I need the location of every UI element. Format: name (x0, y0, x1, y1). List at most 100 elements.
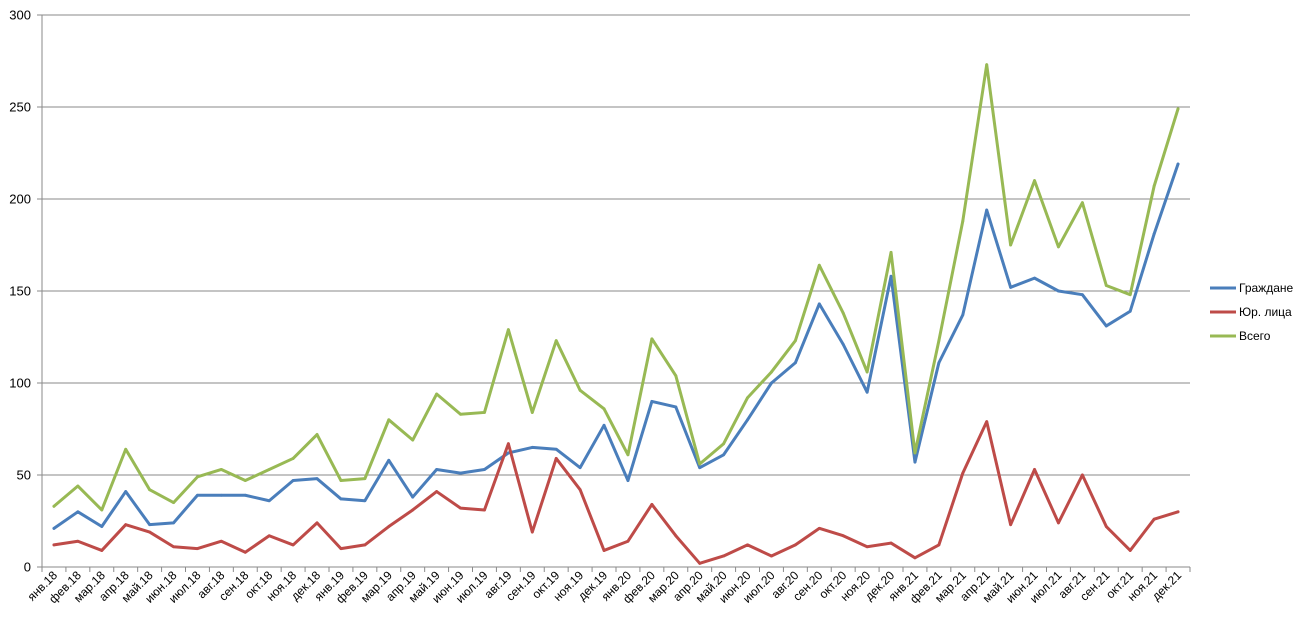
data-point (865, 545, 869, 549)
data-point (793, 361, 797, 365)
data-point (674, 534, 678, 538)
data-point (937, 361, 941, 365)
series-line-0 (52, 162, 1180, 530)
data-point (602, 423, 606, 427)
data-point (124, 447, 128, 451)
data-point (315, 521, 319, 525)
data-point (578, 488, 582, 492)
data-point (483, 411, 486, 414)
data-point (124, 523, 128, 527)
data-point (698, 466, 702, 470)
data-point (243, 550, 247, 554)
data-point (387, 525, 391, 528)
data-point (243, 493, 247, 497)
data-point (267, 534, 271, 538)
data-point (1057, 289, 1060, 293)
data-point (1033, 468, 1036, 471)
data-point (817, 263, 821, 267)
data-point (530, 446, 534, 449)
data-point (913, 556, 917, 560)
data-point (76, 539, 80, 543)
data-point (1009, 243, 1013, 247)
data-point (76, 510, 80, 514)
data-point (841, 534, 845, 538)
data-point (1128, 549, 1132, 552)
data-point (435, 490, 439, 493)
data-point (291, 479, 295, 482)
y-tick-label: 250 (9, 100, 31, 115)
data-point (1152, 232, 1156, 236)
data-point (1009, 285, 1013, 289)
legend-label: Граждане (1239, 281, 1294, 295)
data-point (578, 466, 582, 470)
data-point (291, 543, 295, 547)
data-point (698, 462, 702, 466)
legend-label: Юр. лица (1239, 305, 1292, 319)
data-point (1080, 293, 1084, 297)
data-point (650, 503, 654, 506)
data-point (578, 388, 582, 392)
data-point (196, 493, 199, 497)
data-point (196, 475, 199, 479)
data-point (961, 219, 965, 223)
data-point (435, 468, 439, 471)
data-point (1057, 245, 1060, 249)
data-point (530, 530, 534, 534)
data-point (1033, 179, 1036, 183)
data-point (913, 460, 917, 464)
axes (37, 14, 1191, 572)
data-point (1152, 184, 1156, 188)
data-point (865, 390, 869, 394)
series-line-2 (52, 63, 1180, 512)
data-point (674, 374, 678, 378)
data-point (435, 392, 439, 396)
data-point (1080, 201, 1084, 205)
data-point (1176, 162, 1180, 166)
data-point (52, 543, 56, 547)
data-point (770, 554, 773, 558)
data-point (650, 400, 654, 403)
y-tick-label: 200 (9, 192, 31, 207)
data-point (315, 477, 319, 481)
legend-label: Всего (1239, 329, 1271, 343)
data-point (363, 499, 367, 503)
data-point (506, 442, 510, 446)
data-point (889, 274, 893, 278)
data-point (985, 208, 989, 212)
data-point (196, 547, 199, 550)
data-point (626, 479, 630, 482)
data-point (219, 539, 223, 543)
data-point (52, 526, 56, 530)
data-point (100, 508, 104, 512)
data-point (363, 543, 367, 547)
data-point (1104, 525, 1108, 528)
data-point (1128, 293, 1132, 297)
data-point (1128, 309, 1132, 313)
data-point (554, 339, 558, 343)
data-point (817, 302, 821, 306)
data-point (459, 471, 462, 475)
data-point (530, 411, 534, 414)
data-point (1009, 523, 1013, 527)
data-point (889, 250, 893, 254)
data-point (76, 484, 80, 488)
data-point (1080, 473, 1084, 477)
data-point (1057, 521, 1060, 525)
data-point (291, 457, 295, 460)
data-point (506, 328, 510, 332)
data-point (961, 313, 965, 317)
data-point (459, 412, 462, 416)
y-tick-label: 300 (9, 8, 31, 23)
data-point (148, 523, 152, 527)
data-point (387, 458, 391, 462)
data-point (626, 453, 630, 457)
data-point (172, 521, 175, 525)
data-point (1033, 276, 1036, 280)
data-point (746, 418, 749, 422)
data-point (841, 311, 845, 315)
y-axis-tick-labels: 0 50 100 150 200 250 300 (9, 8, 31, 575)
data-point (698, 561, 702, 565)
data-point (985, 420, 989, 424)
data-point (1176, 107, 1180, 111)
